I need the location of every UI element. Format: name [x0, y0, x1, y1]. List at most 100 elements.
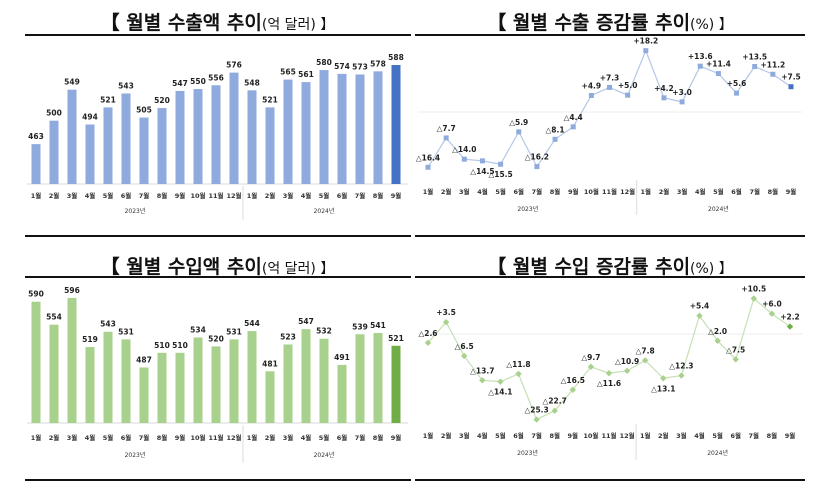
- x-tick-label: 2월: [441, 187, 452, 196]
- bar: [31, 301, 41, 423]
- data-point: [605, 370, 613, 377]
- x-tick-label: 1월: [641, 187, 652, 196]
- x-tick-label: 3월: [677, 187, 688, 196]
- x-tick-label: 2월: [658, 431, 669, 440]
- data-point: [786, 323, 794, 330]
- data-label: 519: [82, 335, 98, 344]
- data-label: △11.8: [506, 360, 530, 369]
- x-tick-label: 3월: [283, 433, 294, 442]
- data-point: [552, 136, 558, 142]
- bar: [139, 367, 149, 423]
- data-point: [498, 161, 504, 167]
- x-tick-label: 4월: [477, 187, 488, 196]
- data-label: 487: [136, 355, 152, 364]
- title-text: 【 월별 수출액 추이: [100, 12, 262, 34]
- divider: [415, 276, 805, 278]
- data-label: 547: [298, 317, 314, 326]
- x-tick-label: 3월: [283, 191, 294, 200]
- x-tick-label: 4월: [301, 191, 312, 200]
- x-tick-label: 6월: [513, 431, 524, 440]
- bar: [193, 337, 203, 423]
- data-label: 531: [118, 327, 134, 336]
- data-label: △13.1: [651, 384, 675, 393]
- series-line: [427, 49, 792, 168]
- import-amount-title: 【 월별 수입액 추이(억 달러) 】: [25, 252, 410, 279]
- title-unit: (%) 】: [690, 17, 733, 33]
- x-tick-label: 6월: [121, 191, 132, 200]
- data-label: 554: [46, 313, 62, 322]
- data-label: △22.7: [543, 397, 567, 406]
- title-text: 【 월별 수입 증감률 추이: [487, 256, 691, 278]
- x-tick-label: 9월: [175, 433, 186, 442]
- data-label: 520: [208, 334, 224, 343]
- x-group-label: 2023년: [125, 451, 146, 459]
- x-tick-label: 2월: [441, 431, 452, 440]
- data-label: 588: [388, 53, 404, 62]
- x-tick-label: 6월: [731, 187, 742, 196]
- data-label: 543: [100, 320, 116, 329]
- x-tick-label: 1월: [423, 187, 434, 196]
- data-label: +5.6: [727, 79, 747, 88]
- x-tick-label: 2월: [49, 433, 60, 442]
- data-label: 573: [352, 62, 368, 71]
- x-tick-label: 1월: [247, 191, 258, 200]
- x-group-label: 2023년: [517, 205, 538, 213]
- data-label: △16.2: [525, 153, 549, 162]
- data-point: [679, 99, 685, 105]
- data-label: 510: [172, 341, 188, 350]
- bar: [283, 79, 293, 184]
- data-label: 520: [154, 96, 170, 105]
- data-point: [625, 92, 631, 98]
- data-label: 565: [280, 68, 296, 77]
- data-point: [714, 337, 721, 344]
- data-label: △7.5: [726, 345, 745, 354]
- bar: [67, 89, 77, 184]
- data-label: 500: [46, 109, 62, 118]
- data-label: 481: [262, 359, 278, 368]
- bar: [49, 324, 59, 423]
- data-label: 556: [208, 73, 224, 82]
- x-tick-label: 8월: [373, 433, 384, 442]
- x-tick-label: 4월: [301, 433, 312, 442]
- divider: [415, 34, 805, 36]
- data-point: [442, 318, 450, 326]
- export-amount-title: 【 월별 수출액 추이(억 달러) 】: [25, 8, 410, 35]
- bar: [211, 85, 221, 184]
- data-label: △2.0: [708, 327, 727, 336]
- bar: [301, 82, 311, 184]
- data-point: [569, 386, 576, 393]
- x-tick-label: 6월: [730, 431, 741, 440]
- data-label: △12.3: [669, 362, 693, 371]
- x-tick-label: 2월: [265, 191, 276, 200]
- bar: [229, 72, 239, 184]
- data-point: [570, 124, 576, 130]
- data-label: +10.5: [741, 285, 766, 294]
- data-point: [697, 63, 703, 69]
- data-label: △4.4: [564, 113, 583, 122]
- x-tick-label: 7월: [355, 191, 366, 200]
- data-point: [424, 339, 432, 346]
- data-label: +7.3: [600, 73, 620, 82]
- title-text: 【 월별 수출 증감률 추이: [487, 12, 691, 34]
- data-label: 596: [64, 286, 80, 295]
- x-tick-label: 5월: [103, 433, 114, 442]
- bar: [193, 89, 203, 184]
- title-unit: (억 달러) 】: [261, 261, 335, 277]
- bar: [139, 117, 149, 184]
- x-tick-label: 12월: [226, 191, 241, 200]
- x-group-label: 2024년: [707, 449, 728, 457]
- x-tick-label: 8월: [768, 187, 779, 196]
- data-label: △5.9: [509, 118, 528, 127]
- x-tick-label: 10월: [190, 433, 205, 442]
- x-tick-label: 12월: [226, 433, 241, 442]
- bar: [373, 333, 383, 423]
- data-label: +13.5: [742, 53, 767, 62]
- divider: [25, 34, 411, 36]
- divider: [415, 235, 805, 237]
- bar: [121, 339, 131, 423]
- data-label: 547: [172, 79, 188, 88]
- bar: [103, 107, 113, 184]
- x-tick-label: 8월: [373, 191, 384, 200]
- data-label: +7.5: [781, 73, 801, 82]
